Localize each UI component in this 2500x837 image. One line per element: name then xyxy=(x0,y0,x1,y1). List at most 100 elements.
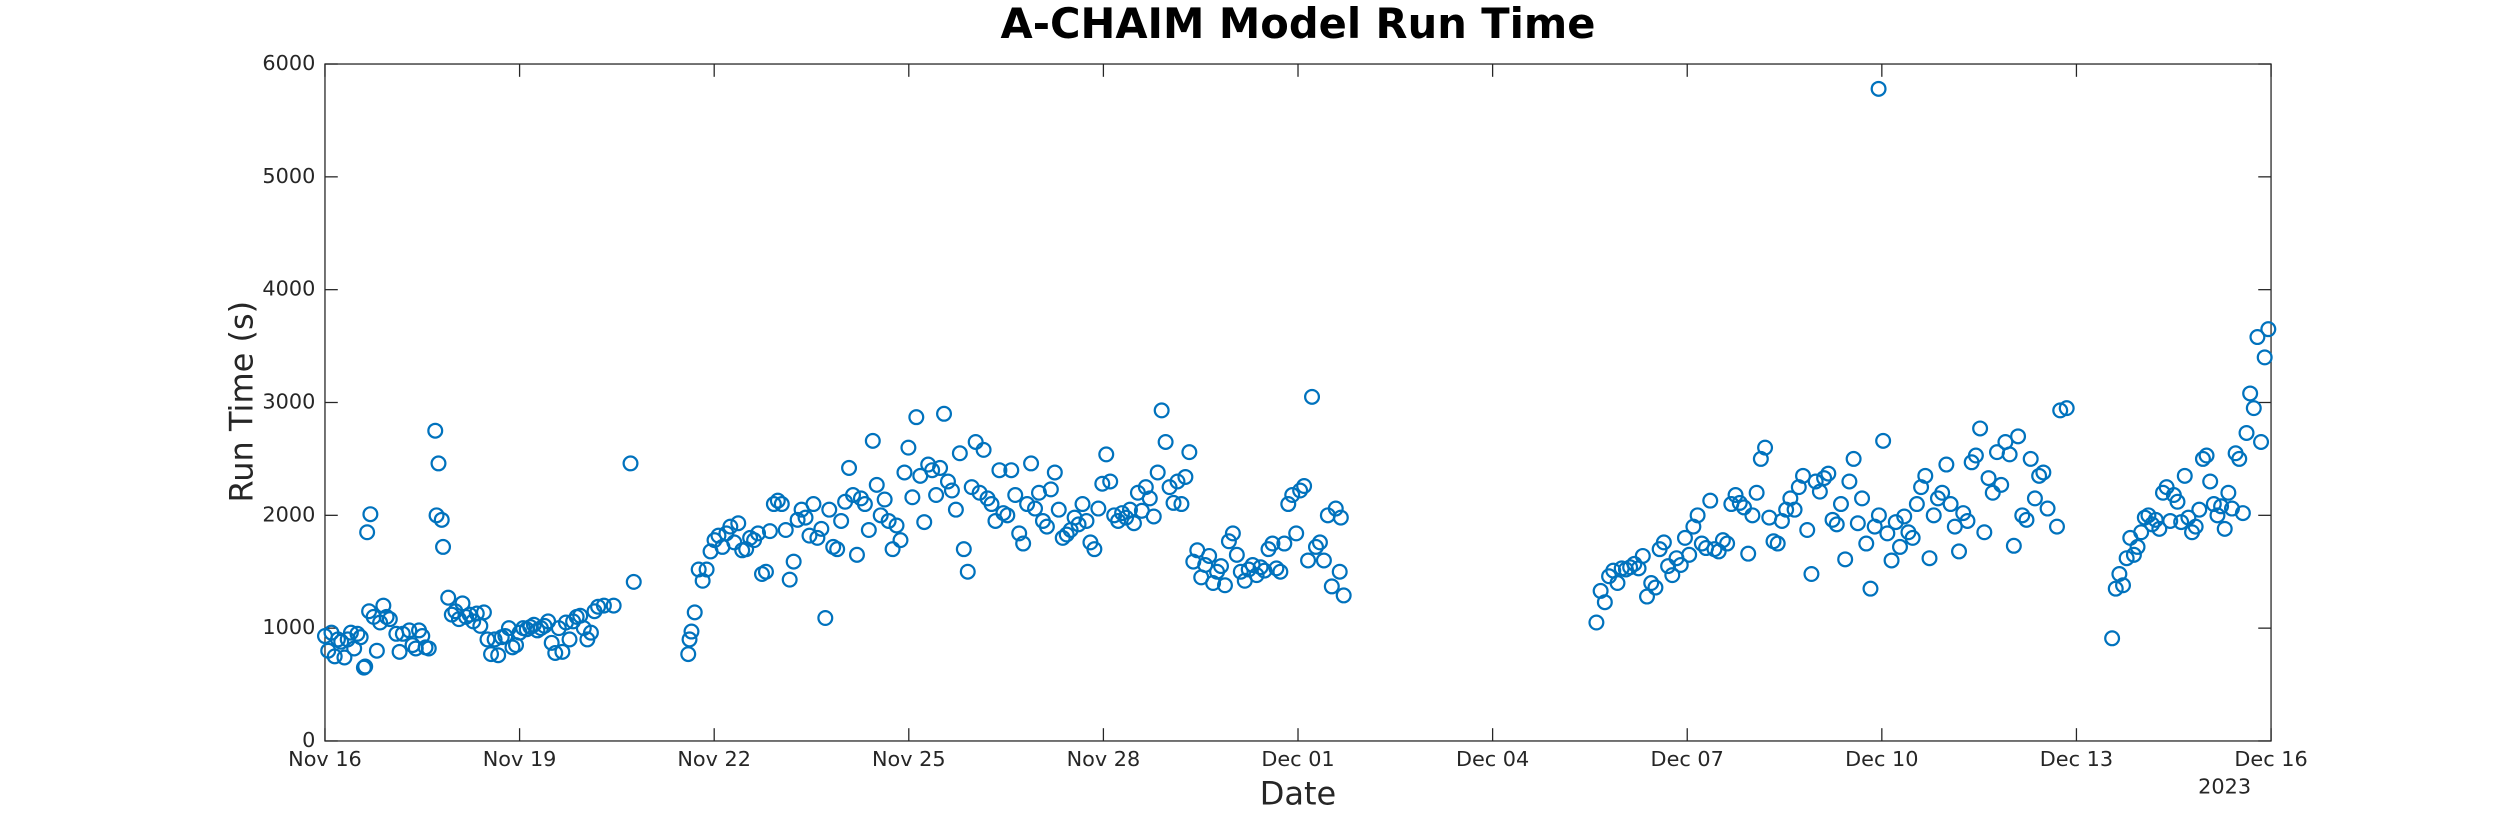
point xyxy=(2202,473,2219,490)
point xyxy=(1664,567,1681,584)
point xyxy=(1803,565,1820,582)
point xyxy=(1284,487,1301,504)
point xyxy=(1038,518,1055,535)
point xyxy=(1795,467,1812,484)
point xyxy=(1727,487,1744,504)
point xyxy=(1647,579,1664,596)
point xyxy=(622,455,639,472)
point xyxy=(391,643,408,660)
point xyxy=(2162,512,2179,529)
y-tick-label: 4000 xyxy=(262,277,315,301)
point xyxy=(1740,545,1757,562)
point xyxy=(1224,525,1241,542)
point xyxy=(547,644,564,661)
point xyxy=(1769,535,1786,552)
point xyxy=(777,521,794,538)
point xyxy=(1307,538,1324,555)
point xyxy=(1862,580,1879,597)
point xyxy=(916,514,933,531)
point xyxy=(769,492,786,509)
point xyxy=(1689,507,1706,524)
point xyxy=(975,441,992,458)
point xyxy=(1938,456,1955,473)
point xyxy=(1169,473,1186,490)
point xyxy=(1050,501,1067,518)
point xyxy=(2010,428,2027,445)
point xyxy=(1596,594,1613,611)
point xyxy=(543,634,560,651)
point xyxy=(1019,496,1036,513)
x-tick-label: Dec 10 xyxy=(1845,747,1918,771)
point xyxy=(1854,490,1871,507)
point xyxy=(1300,552,1317,569)
point xyxy=(681,631,698,648)
point xyxy=(939,473,956,490)
point xyxy=(1177,468,1194,485)
point xyxy=(1719,535,1736,552)
point xyxy=(1145,508,1162,525)
point xyxy=(486,631,503,648)
point xyxy=(892,532,909,549)
point xyxy=(1891,538,1908,555)
point xyxy=(722,518,739,535)
point xyxy=(983,496,1000,513)
point xyxy=(864,432,881,449)
point xyxy=(483,646,500,663)
point xyxy=(955,541,972,558)
point xyxy=(428,507,445,524)
point xyxy=(2001,446,2018,463)
point xyxy=(1332,509,1349,526)
point xyxy=(590,598,607,615)
point xyxy=(971,484,988,501)
point xyxy=(2238,424,2255,441)
x-tick-label: Dec 07 xyxy=(1651,747,1724,771)
point xyxy=(1011,525,1028,542)
point xyxy=(1125,515,1142,532)
point xyxy=(1216,577,1233,594)
point xyxy=(1816,470,1833,487)
point xyxy=(561,631,578,648)
point xyxy=(1942,496,1959,513)
x-tick-label: Nov 16 xyxy=(288,747,362,771)
x-tick-label: Dec 16 xyxy=(2234,747,2307,771)
point xyxy=(357,658,374,675)
point xyxy=(1288,525,1305,542)
point xyxy=(880,512,897,529)
point xyxy=(1228,546,1245,563)
point xyxy=(2198,447,2215,464)
point xyxy=(595,597,612,614)
point xyxy=(582,624,599,641)
point xyxy=(1676,529,1693,546)
point xyxy=(876,491,893,508)
point xyxy=(1296,477,1313,494)
point xyxy=(1323,578,1340,595)
x-tick-label: Nov 19 xyxy=(483,747,557,771)
point xyxy=(1824,511,1841,528)
point xyxy=(1110,512,1127,529)
point xyxy=(2133,524,2150,541)
point xyxy=(730,515,747,532)
point xyxy=(2234,505,2251,522)
point xyxy=(1161,479,1178,496)
point xyxy=(1070,516,1087,533)
point xyxy=(963,479,980,496)
point xyxy=(1799,521,1816,538)
point xyxy=(1046,464,1063,481)
point xyxy=(789,511,806,528)
point xyxy=(1993,476,2010,493)
point xyxy=(1027,500,1044,517)
point xyxy=(757,563,774,580)
x-tick-label: Nov 22 xyxy=(677,747,751,771)
point xyxy=(2187,518,2204,535)
point xyxy=(1896,508,1913,525)
point xyxy=(1870,80,1887,97)
point xyxy=(554,643,571,660)
point xyxy=(884,541,901,558)
point xyxy=(1153,402,1170,419)
point xyxy=(1757,439,1774,456)
point xyxy=(1858,535,1875,552)
point xyxy=(698,561,715,578)
point xyxy=(781,571,798,588)
point xyxy=(2205,496,2222,513)
point xyxy=(2118,550,2135,567)
